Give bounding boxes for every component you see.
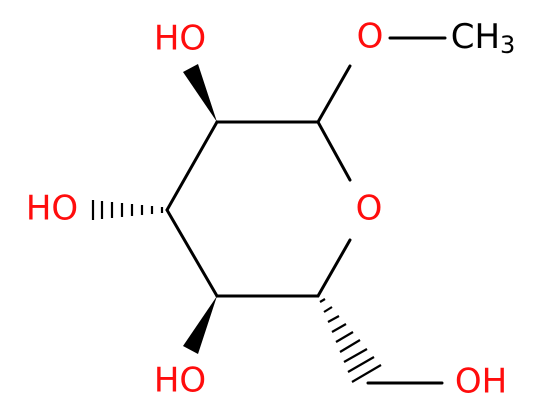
wedge-bond [183, 64, 217, 122]
hashed-bond [319, 298, 382, 383]
bond [165, 120, 219, 212]
atom-label: HO [154, 19, 206, 59]
atom-label: O [357, 17, 384, 57]
atom-label: HO [154, 361, 206, 401]
bond [165, 208, 219, 298]
subscript: 3 [500, 31, 515, 59]
atom-label: HO [26, 189, 78, 229]
atom-label: CH3 [451, 17, 516, 60]
atom-label: OH [455, 362, 507, 402]
hashed-bond [91, 200, 164, 220]
atom-label: O [356, 189, 383, 229]
bond [316, 64, 352, 124]
bonds [91, 36, 447, 385]
atom-label: CH [451, 17, 500, 57]
bond [316, 238, 352, 298]
bond [316, 120, 352, 182]
wedge-bond [183, 296, 217, 354]
